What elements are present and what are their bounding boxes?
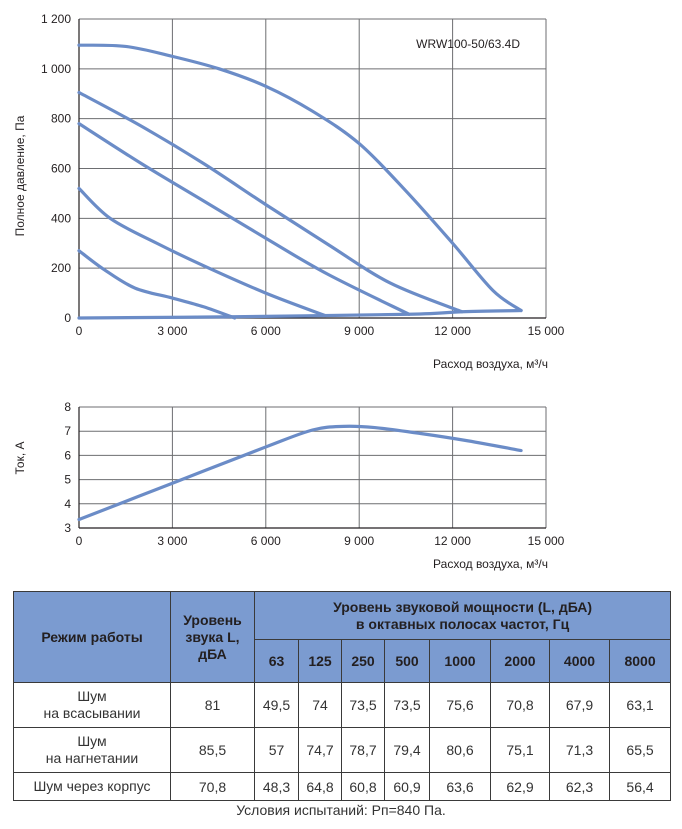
value-cell: 80,6 <box>429 727 491 773</box>
y-tick-label: 1 000 <box>41 62 71 76</box>
freq-header: 8000 <box>608 639 672 683</box>
table-row: Шум на всасывании 81 49,5 74 73,5 73,5 7… <box>13 682 672 728</box>
x-tick-label: 9 000 <box>344 324 374 338</box>
mode-cell: Шум на всасывании <box>13 682 171 728</box>
freq-header: 125 <box>298 639 342 683</box>
noise-table: Режим работы Уровень звука L, дБА Уровен… <box>13 591 672 801</box>
y-tick-label: 6 <box>64 448 71 462</box>
x-tick-label: 12 000 <box>434 534 471 548</box>
value-cell: 60,8 <box>341 772 385 801</box>
mode-line: на всасывании <box>43 705 141 721</box>
freq-header: 1000 <box>429 639 491 683</box>
x-tick-label: 15 000 <box>528 324 565 338</box>
x-tick-label: 9 000 <box>344 534 374 548</box>
value-cell: 62,3 <box>549 772 610 801</box>
y-tick-label: 7 <box>64 424 71 438</box>
value-cell: 65,5 <box>608 727 672 773</box>
curve-pressure-4 <box>77 249 237 320</box>
value-cell: 60,9 <box>384 772 430 801</box>
x-tick-label: 15 000 <box>528 534 565 548</box>
test-conditions: Условия испытаний: Рп=840 Па. <box>236 802 446 818</box>
mode-line: Шум <box>77 688 107 704</box>
y-tick-label: 800 <box>51 112 71 126</box>
power-header-line1: Уровень звуковой мощности (L, дБА) <box>333 598 593 615</box>
y-tick-label: 0 <box>64 311 71 325</box>
level-cell: 81 <box>170 682 255 728</box>
value-cell: 67,9 <box>549 682 610 728</box>
freq-header: 2000 <box>490 639 550 683</box>
value-cell: 71,3 <box>549 727 610 773</box>
curve-pressure-1 <box>77 90 464 314</box>
x-tick-label: 3 000 <box>157 324 187 338</box>
value-cell: 56,4 <box>608 772 672 801</box>
value-cell: 70,8 <box>490 682 550 728</box>
value-cell: 73,5 <box>341 682 385 728</box>
y-tick-label: 4 <box>64 497 71 511</box>
pressure-curves <box>77 43 523 320</box>
x-tick-label: 6 000 <box>251 534 281 548</box>
value-cell: 62,9 <box>490 772 550 801</box>
current-curves <box>77 424 523 522</box>
value-cell: 64,8 <box>298 772 342 801</box>
mode-line: Шум через корпус <box>33 778 151 794</box>
value-cell: 49,5 <box>254 682 299 728</box>
pressure-chart: 0 3 000 6 000 9 000 12 000 15 000 0 200 400 600 80… <box>13 12 565 371</box>
value-cell: 74,7 <box>298 727 342 773</box>
level-header: Уровень звука L, дБА <box>170 591 255 683</box>
value-cell: 73,5 <box>384 682 430 728</box>
table-row: Шум на нагнетании 85,5 57 74,7 78,7 79,4… <box>13 727 672 773</box>
y-tick-label: 400 <box>51 211 71 225</box>
y-tick-label: 8 <box>64 400 71 414</box>
power-header-line2: в октавных полосах частот, Гц <box>355 615 570 632</box>
value-cell: 75,1 <box>490 727 550 773</box>
power-header: Уровень звуковой мощности (L, дБА) в окт… <box>253 591 672 640</box>
mode-line: на нагнетании <box>45 750 139 766</box>
x-tick-label: 0 <box>76 324 83 338</box>
y-tick-label: 200 <box>51 261 71 275</box>
model-label: WRW100-50/63.4D <box>416 37 520 51</box>
y-tick-label: 5 <box>64 473 71 487</box>
current-x-axis-label: Расход воздуха, м³/ч <box>433 557 548 571</box>
level-cell: 85,5 <box>170 727 255 773</box>
level-cell: 70,8 <box>170 772 255 801</box>
mode-cell: Шум через корпус <box>13 772 171 801</box>
mode-line: Шум <box>77 733 107 749</box>
freq-header: 63 <box>254 639 299 683</box>
value-cell: 63,6 <box>429 772 491 801</box>
pressure-x-axis-label: Расход воздуха, м³/ч <box>433 357 548 371</box>
pressure-tick-labels: 0 3 000 6 000 9 000 12 000 15 000 0 200 400 600 80… <box>41 12 565 338</box>
y-tick-label: 600 <box>51 162 71 176</box>
value-cell: 57 <box>254 727 299 773</box>
x-tick-label: 12 000 <box>434 324 471 338</box>
value-cell: 63,1 <box>608 682 672 728</box>
current-y-axis-label: Ток, А <box>13 442 27 475</box>
y-tick-label: 1 200 <box>41 12 71 26</box>
value-cell: 78,7 <box>341 727 385 773</box>
x-tick-label: 3 000 <box>157 534 187 548</box>
curve-pressure-2 <box>77 122 411 316</box>
pressure-y-axis-label: Полное давление, Па <box>13 115 27 236</box>
mode-header: Режим работы <box>13 591 171 683</box>
current-tick-labels: 0 3 000 6 000 9 000 12 000 15 000 3 4 5 6 7 8 <box>64 400 564 548</box>
value-cell: 74 <box>298 682 342 728</box>
freq-header: 500 <box>384 639 430 683</box>
value-cell: 75,6 <box>429 682 491 728</box>
current-grid <box>78 406 547 529</box>
x-tick-label: 6 000 <box>251 324 281 338</box>
curve-pressure-0 <box>77 43 523 313</box>
pressure-grid <box>78 18 547 319</box>
y-tick-label: 3 <box>64 521 71 535</box>
curve-pressure-5 <box>77 308 523 320</box>
table-row: Шум через корпус 70,8 48,3 64,8 60,8 60,… <box>13 772 672 801</box>
mode-cell: Шум на нагнетании <box>13 727 171 773</box>
freq-header: 4000 <box>549 639 610 683</box>
current-chart: 0 3 000 6 000 9 000 12 000 15 000 3 4 5 6 7 8 Ток, … <box>13 400 565 571</box>
value-cell: 79,4 <box>384 727 430 773</box>
freq-header: 250 <box>341 639 385 683</box>
curve-current-0 <box>77 424 523 522</box>
value-cell: 48,3 <box>254 772 299 801</box>
x-tick-label: 0 <box>76 534 83 548</box>
curve-pressure-3 <box>77 186 327 318</box>
